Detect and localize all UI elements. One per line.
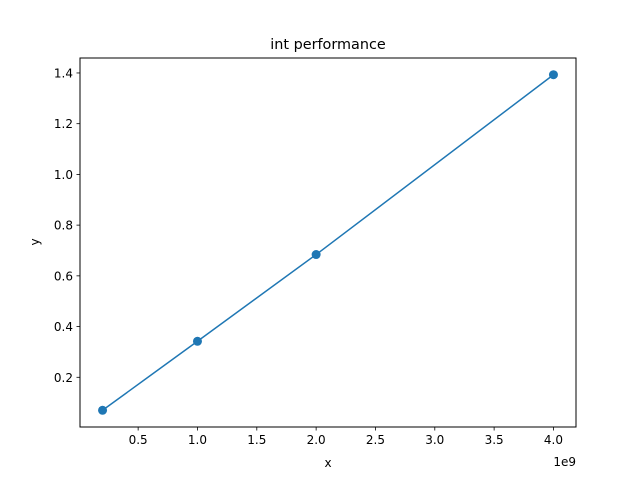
x-axis-label: x [324,456,331,470]
y-axis-ticks: 0.2 0.4 0.6 0.8 1.0 1.2 1.4 [54,66,80,385]
chart-title: int performance [270,37,386,53]
y-tick-label: 1.2 [54,117,73,131]
series-line [102,74,554,411]
x-tick-label: 2.5 [366,433,385,447]
x-axis-offset-label: 1e9 [553,455,576,469]
data-point [311,250,321,260]
y-tick-label: 0.4 [54,320,73,334]
x-tick-label: 1.5 [247,433,266,447]
y-axis-label: y [28,238,42,245]
y-tick-label: 0.2 [54,371,73,385]
y-tick-label: 0.6 [54,269,73,283]
x-tick-label: 0.5 [129,433,148,447]
data-point [548,70,558,80]
x-tick-label: 1.0 [188,433,207,447]
data-point [192,336,202,346]
x-tick-label: 3.0 [425,433,444,447]
x-tick-label: 4.0 [544,433,563,447]
plot-area [98,70,558,415]
x-axis-ticks: 0.5 1.0 1.5 2.0 2.5 3.0 3.5 4.0 [129,427,563,447]
y-tick-label: 1.0 [54,168,73,182]
axes-frame [79,57,577,428]
y-tick-label: 1.4 [54,66,73,80]
y-tick-label: 0.8 [54,219,73,233]
x-tick-label: 3.5 [485,433,504,447]
data-point [98,405,108,415]
x-tick-label: 2.0 [307,433,326,447]
